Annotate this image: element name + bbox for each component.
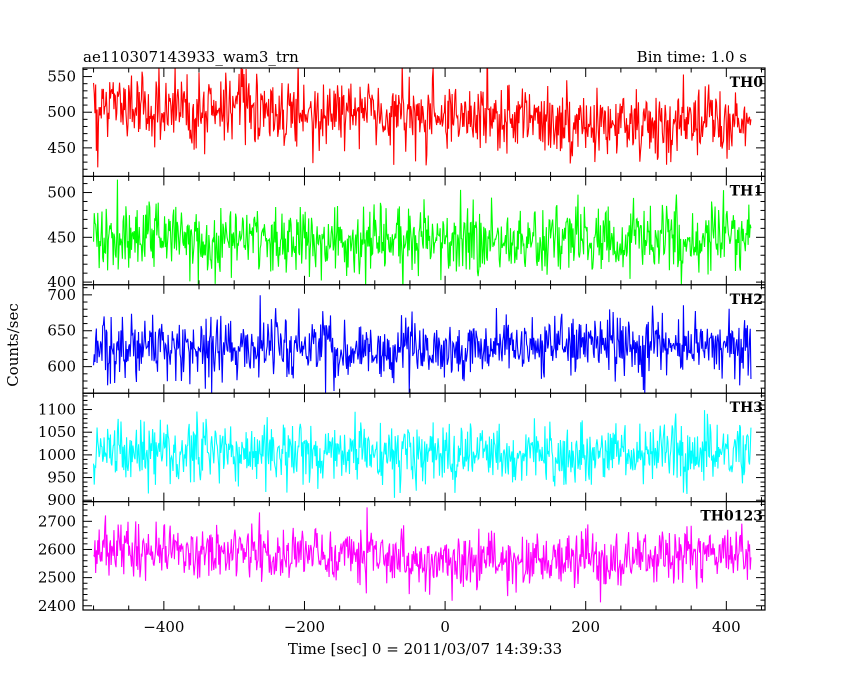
y-tick-label: 700: [47, 286, 76, 304]
y-tick-label: 650: [47, 322, 76, 340]
y-tick-label: 1050: [38, 423, 76, 441]
x-tick-label: 400: [712, 618, 741, 636]
x-axis: −400 −200 0 200 400: [143, 618, 740, 636]
series-line-th0123: [93, 507, 752, 603]
y-tick-label: 400: [47, 273, 76, 291]
panel-th1: 400 450 500 TH1: [47, 175, 766, 291]
y-tick-label: 2600: [38, 540, 76, 558]
y-tick-label: 1100: [38, 401, 76, 419]
y-tick-label: 450: [47, 228, 76, 246]
panel-label-th2: TH2: [730, 292, 763, 308]
y-tick-label: 2500: [38, 569, 76, 587]
y-tick-label: 900: [47, 491, 76, 509]
y-tick-label: 450: [47, 139, 76, 157]
panel-label-th1: TH1: [730, 183, 763, 199]
y-tick-label: 950: [47, 469, 76, 487]
x-tick-label: 200: [571, 618, 600, 636]
series-line-th2: [93, 295, 752, 394]
chart-title-left: ae110307143933_wam3_trn: [83, 48, 299, 66]
panel-frame: [82, 501, 766, 611]
panel-th3: 900 950 1000 1050 1100 TH3: [38, 392, 766, 509]
x-tick-label: −400: [143, 618, 184, 636]
y-tick-label: 550: [47, 68, 76, 86]
y-tick-label: 500: [47, 184, 76, 202]
panel-th0123: 2400 2500 2600 2700 TH0123: [38, 501, 766, 615]
y-tick-label: 2700: [38, 512, 76, 530]
series-line-th0: [93, 68, 752, 168]
panel-th2: 600 650 700 TH2: [47, 284, 766, 394]
panel-label-th0123: TH0123: [700, 509, 763, 525]
y-tick-label: 1000: [38, 446, 76, 464]
y-axis-label: Counts/sec: [4, 303, 22, 387]
x-tick-label: −200: [284, 618, 325, 636]
chart-title-right: Bin time: 1.0 s: [637, 48, 747, 66]
panel-label-th3: TH3: [730, 400, 763, 416]
series-line-th1: [93, 179, 752, 285]
panel-label-th0: TH0: [730, 75, 764, 91]
x-tick-label: 0: [440, 618, 450, 636]
y-tick-label: 500: [47, 103, 76, 121]
y-tick-label: 600: [47, 358, 76, 376]
y-tick-label: 2400: [38, 597, 76, 615]
series-line-th3: [93, 410, 752, 498]
x-axis-label: Time [sec] 0 = 2011/03/07 14:39:33: [288, 640, 562, 658]
